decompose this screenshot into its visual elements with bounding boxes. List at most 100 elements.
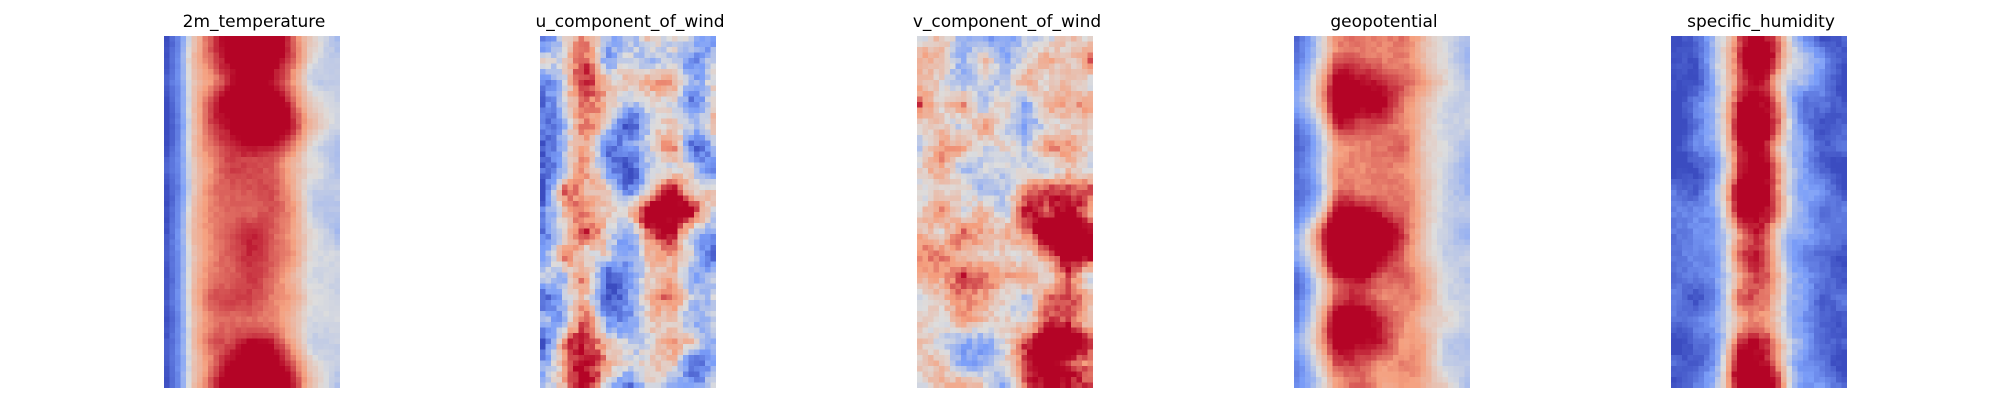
heatmap-cell bbox=[595, 140, 601, 147]
heatmap-cell bbox=[191, 333, 198, 339]
heatmap-cell bbox=[644, 190, 651, 196]
heatmap-cell bbox=[622, 267, 629, 273]
heatmap-cell bbox=[633, 360, 640, 367]
heatmap-cell bbox=[1049, 91, 1055, 97]
heatmap-cell bbox=[633, 239, 640, 246]
heatmap-cell bbox=[688, 377, 695, 383]
heatmap-cell bbox=[573, 96, 579, 103]
heatmap-cell bbox=[334, 316, 340, 323]
heatmap-cell bbox=[639, 195, 645, 202]
heatmap-cell bbox=[556, 283, 563, 290]
heatmap-cell bbox=[922, 107, 929, 114]
heatmap-cell bbox=[950, 135, 956, 141]
heatmap-cell bbox=[307, 124, 313, 130]
heatmap-cell bbox=[650, 261, 656, 268]
heatmap-cell bbox=[318, 267, 324, 273]
heatmap-cell bbox=[312, 96, 319, 103]
heatmap-cell bbox=[274, 333, 280, 339]
heatmap-cell bbox=[666, 217, 673, 224]
heatmap-cell bbox=[1027, 168, 1033, 174]
heatmap-cell bbox=[562, 113, 568, 119]
heatmap-cell bbox=[208, 228, 214, 235]
heatmap-cell bbox=[699, 80, 706, 86]
heatmap-cell bbox=[639, 146, 645, 152]
heatmap-cell bbox=[1082, 85, 1088, 92]
heatmap-cell bbox=[999, 140, 1006, 147]
heatmap-cell bbox=[710, 168, 716, 174]
heatmap-cell bbox=[285, 140, 291, 147]
heatmap-cell bbox=[988, 107, 995, 114]
heatmap-cell bbox=[1065, 113, 1072, 119]
heatmap-cell bbox=[983, 157, 989, 163]
heatmap-cell bbox=[540, 107, 546, 114]
heatmap-cell bbox=[589, 311, 596, 317]
heatmap-cell bbox=[323, 96, 330, 103]
heatmap-cell bbox=[274, 151, 280, 158]
heatmap-cell bbox=[164, 69, 170, 75]
heatmap-cell bbox=[307, 344, 313, 350]
heatmap-cell bbox=[235, 245, 242, 251]
heatmap-cell bbox=[213, 278, 220, 284]
heatmap-cell bbox=[917, 36, 923, 42]
heatmap-cell bbox=[1005, 146, 1011, 152]
heatmap-cell bbox=[257, 190, 264, 196]
heatmap-cell bbox=[241, 206, 247, 213]
heatmap-cell bbox=[180, 322, 187, 328]
heatmap-cell bbox=[567, 179, 574, 185]
heatmap-cell bbox=[622, 195, 629, 202]
heatmap-cell bbox=[966, 184, 973, 191]
heatmap-cell bbox=[202, 371, 209, 378]
heatmap-cell bbox=[202, 151, 209, 158]
heatmap-cell bbox=[545, 261, 552, 268]
heatmap-cell bbox=[694, 201, 700, 207]
heatmap-cell bbox=[224, 294, 231, 301]
heatmap-cell bbox=[1027, 118, 1033, 125]
heatmap-cell bbox=[600, 377, 607, 383]
heatmap-cell bbox=[1005, 80, 1011, 86]
heatmap-cell bbox=[169, 250, 176, 257]
heatmap-cell bbox=[567, 201, 574, 207]
heatmap-cell bbox=[301, 316, 308, 323]
heatmap-cell bbox=[279, 36, 286, 42]
heatmap-cell bbox=[595, 96, 601, 103]
heatmap-cell bbox=[633, 250, 640, 257]
heatmap-cell bbox=[301, 234, 308, 240]
heatmap-cell bbox=[1054, 74, 1061, 81]
heatmap-cell bbox=[928, 179, 934, 185]
heatmap-cell bbox=[540, 217, 546, 224]
heatmap-cell bbox=[655, 223, 662, 229]
heatmap-cell bbox=[950, 58, 956, 64]
heatmap-cell bbox=[219, 289, 225, 295]
heatmap-cell bbox=[622, 212, 629, 218]
heatmap-cell bbox=[589, 151, 596, 158]
heatmap-cell bbox=[699, 195, 706, 202]
heatmap-cell bbox=[556, 316, 563, 323]
heatmap-cell bbox=[263, 113, 269, 119]
heatmap-cell bbox=[922, 91, 929, 97]
heatmap-cell bbox=[655, 179, 662, 185]
heatmap-cell bbox=[705, 366, 711, 372]
heatmap-cell bbox=[307, 228, 313, 235]
heatmap-cell bbox=[263, 322, 269, 328]
heatmap-cell bbox=[939, 69, 945, 75]
heatmap-cell bbox=[573, 184, 579, 191]
heatmap-cell bbox=[589, 278, 596, 284]
heatmap-cell bbox=[191, 382, 198, 388]
heatmap-cell bbox=[307, 91, 313, 97]
heatmap-cell bbox=[246, 195, 253, 202]
heatmap-cell bbox=[1071, 58, 1077, 64]
heatmap-cell bbox=[208, 355, 214, 361]
heatmap-cell bbox=[307, 168, 313, 174]
heatmap-cell bbox=[263, 327, 269, 334]
heatmap-cell bbox=[1087, 140, 1093, 147]
heatmap-cell bbox=[257, 272, 264, 279]
heatmap-cell bbox=[540, 272, 546, 279]
heatmap-cell bbox=[540, 327, 546, 334]
heatmap-cell bbox=[567, 256, 574, 262]
heatmap-cell bbox=[296, 162, 302, 169]
heatmap-cell bbox=[699, 245, 706, 251]
heatmap-cell bbox=[584, 382, 590, 388]
heatmap-cell bbox=[268, 140, 275, 147]
heatmap-cell bbox=[699, 190, 706, 196]
heatmap-cell bbox=[589, 344, 596, 350]
